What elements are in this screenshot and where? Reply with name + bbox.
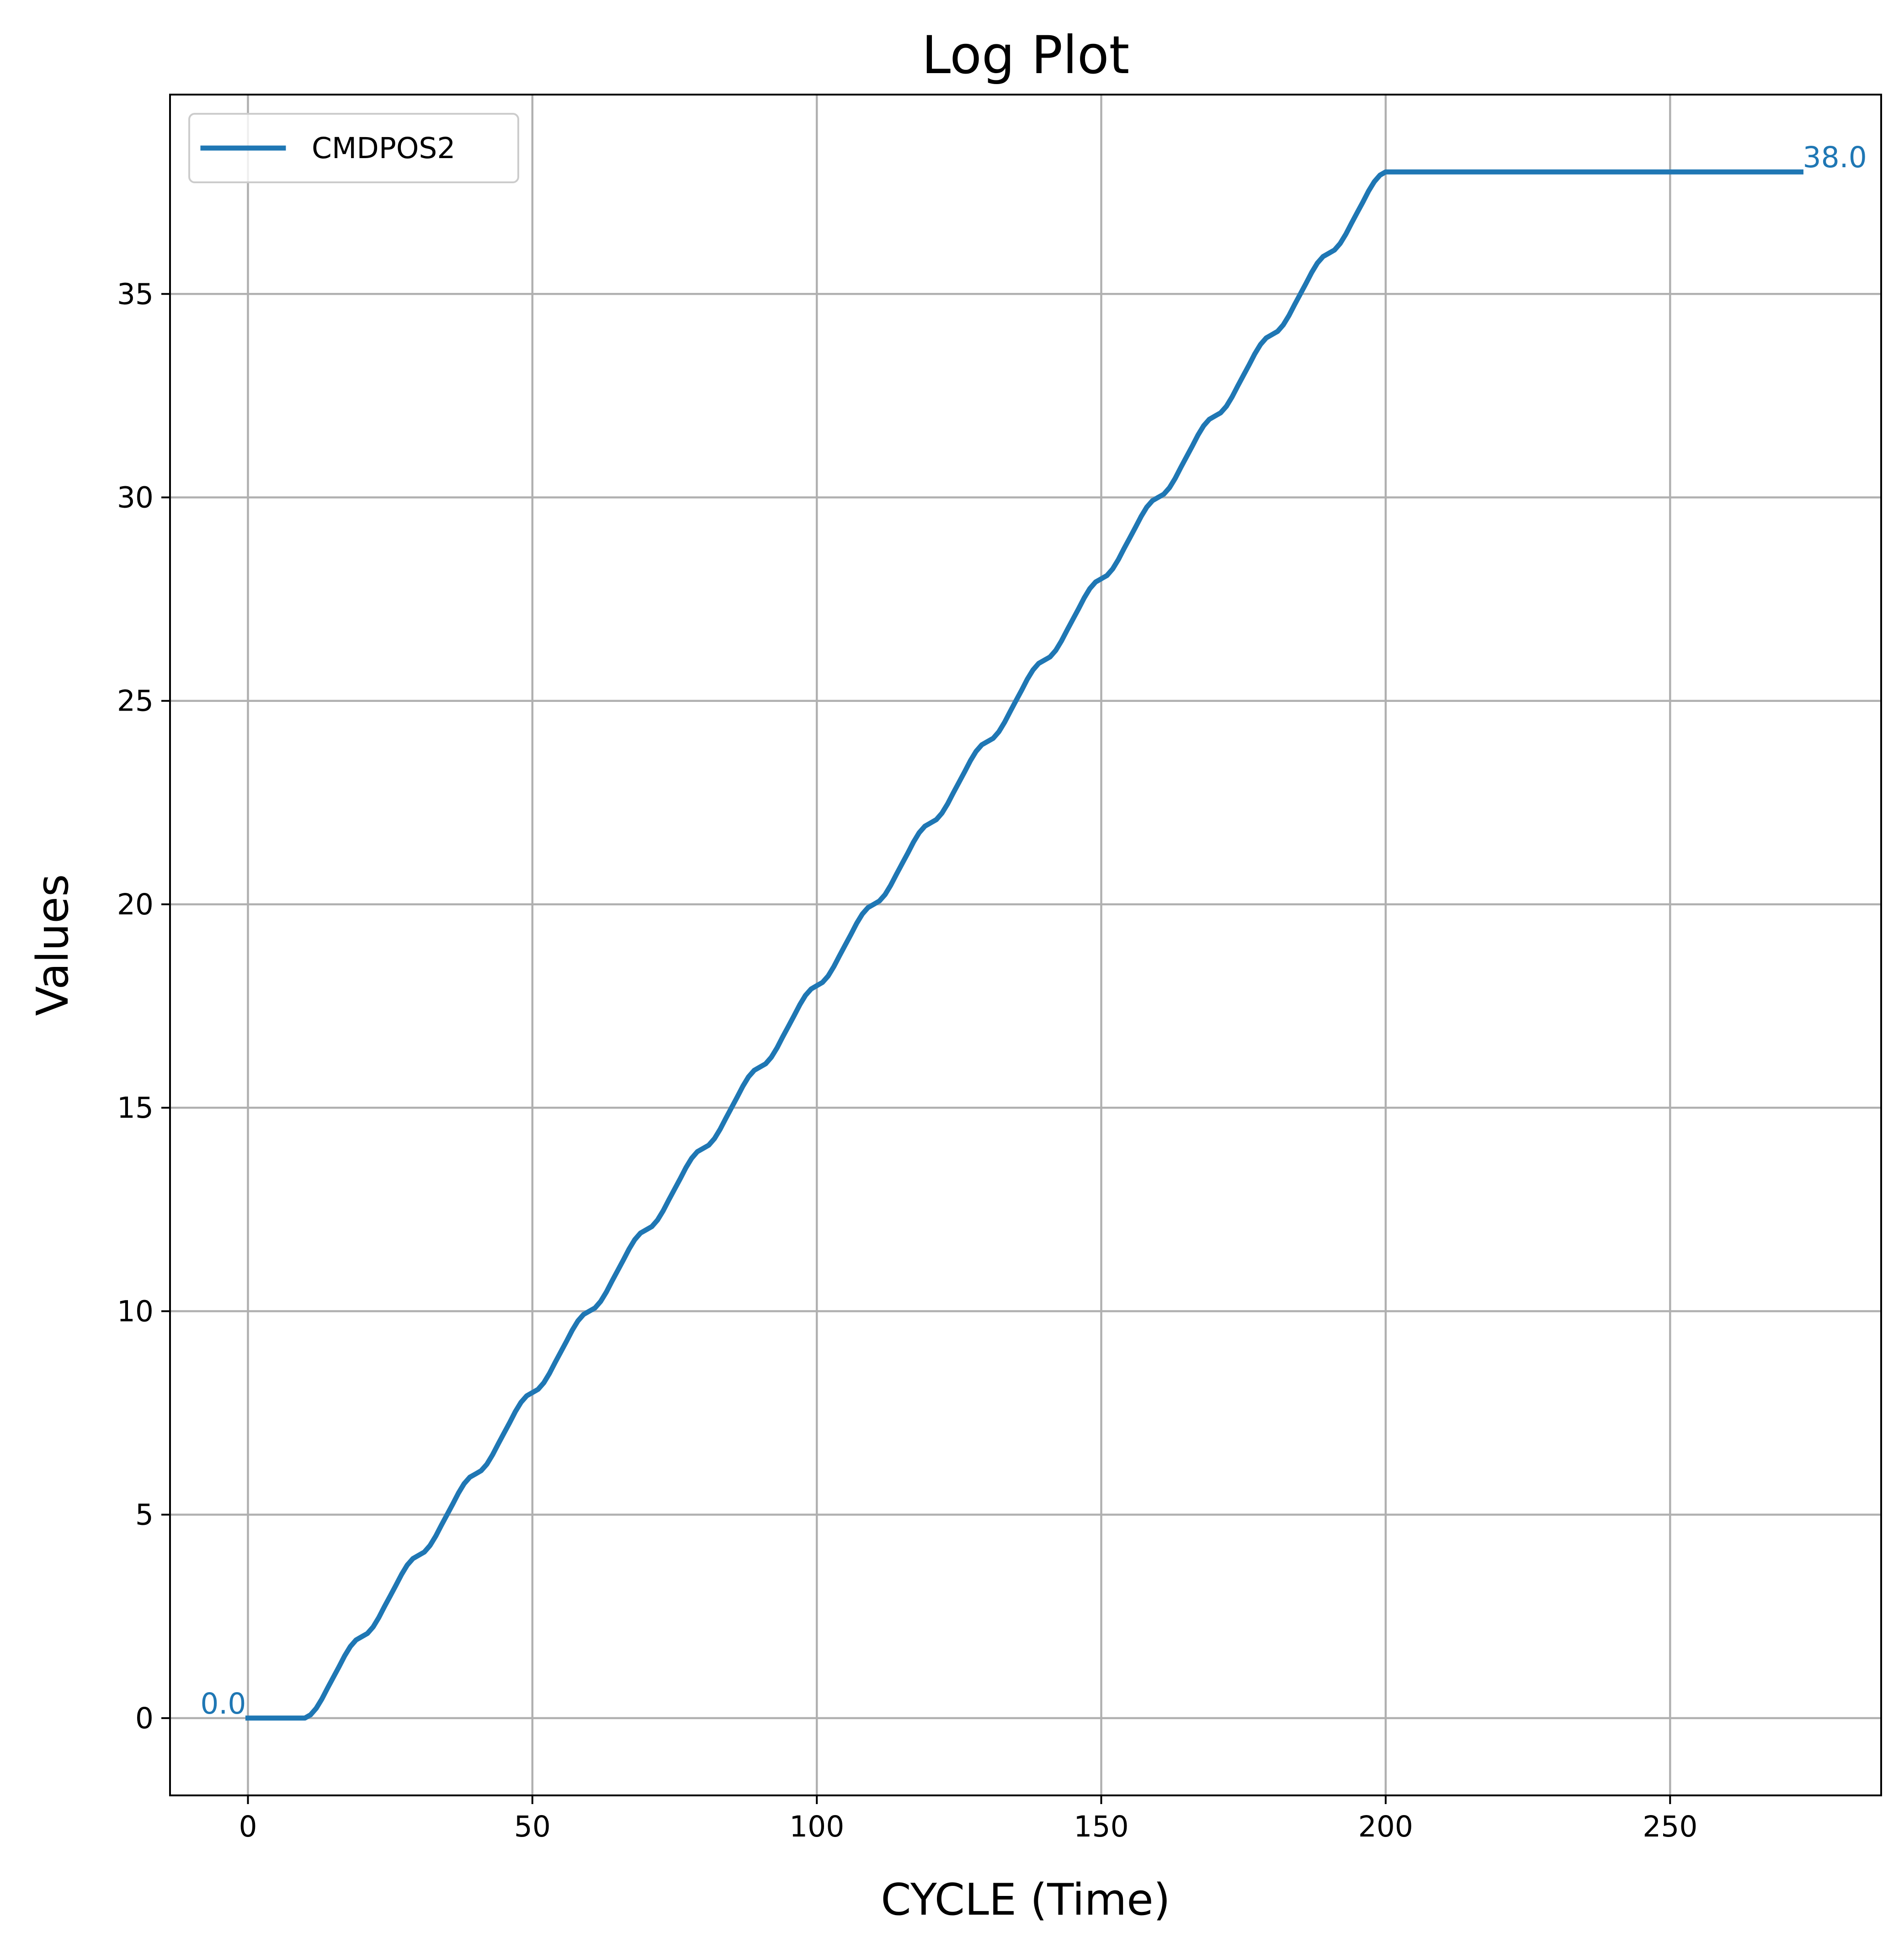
legend-box — [188, 113, 519, 183]
y-tick-label: 35 — [117, 277, 154, 311]
y-tick-label: 30 — [117, 481, 154, 515]
plot-background — [170, 95, 1881, 1795]
data-label-end: 38.0 — [1803, 141, 1867, 174]
x-tick-label: 150 — [1074, 1810, 1128, 1843]
legend-label-cmdpos2: CMDPOS2 — [312, 132, 456, 165]
y-tick-label: 20 — [117, 888, 154, 921]
y-axis-label: Values — [28, 874, 78, 1016]
series-line-cmdpos2 — [245, 169, 1803, 1721]
grid — [170, 95, 1881, 1795]
x-tick-label: 100 — [789, 1810, 844, 1843]
y-tick-label: 25 — [117, 685, 154, 718]
x-tick-label: 50 — [514, 1810, 551, 1843]
y-tick-label: 10 — [117, 1295, 154, 1328]
chart-title: Log Plot — [922, 25, 1130, 85]
x-tick-label: 0 — [239, 1810, 257, 1843]
x-tick-label: 250 — [1643, 1810, 1697, 1843]
data-labels: 0.0 38.0 — [200, 141, 1867, 1720]
x-axis-label: CYCLE (Time) — [881, 1875, 1170, 1925]
plot-frame — [169, 94, 1882, 1796]
data-label-start: 0.0 — [200, 1687, 246, 1720]
series-layer — [245, 169, 1803, 1721]
legend: CMDPOS2 — [188, 113, 519, 183]
x-tick-label: 200 — [1358, 1810, 1413, 1843]
y-tick-label: 0 — [135, 1702, 154, 1735]
y-tick-label: 5 — [135, 1498, 154, 1532]
axis-ticks: 0 50 100 150 200 250 0 5 10 15 20 25 30 35 — [117, 277, 1698, 1843]
y-tick-label: 15 — [117, 1091, 154, 1125]
